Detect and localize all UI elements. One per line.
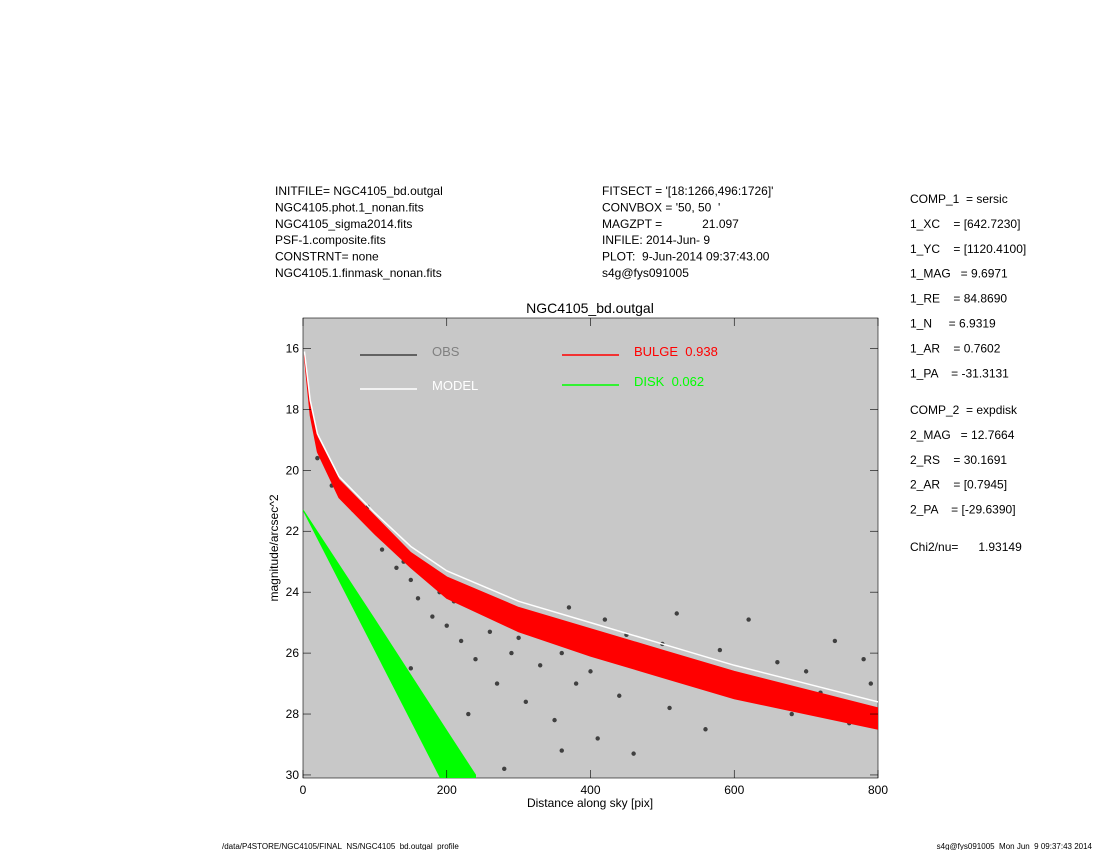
chi-square: Chi2/nu= 1.93149 [910, 540, 1022, 554]
obs-point [523, 699, 529, 705]
obs-point [832, 638, 838, 644]
header-line: CONSTRNT= none [275, 250, 379, 264]
fit-parameter: 1_AR = 0.7602 [910, 341, 1001, 355]
y-tick-label: 28 [286, 707, 300, 721]
obs-point [617, 693, 622, 698]
obs-point [861, 656, 866, 662]
obs-point [408, 577, 414, 583]
header-line: FITSECT = '[18:1266,496:1726]' [602, 184, 773, 198]
header-line: CONVBOX = '50, 50 ' [602, 200, 720, 214]
model-line [303, 351, 878, 703]
obs-point [444, 623, 449, 628]
x-tick-label: 600 [724, 783, 744, 797]
obs-point [458, 638, 464, 644]
obs-point [537, 663, 543, 668]
fit-parameter: 2_RS = 30.1691 [910, 453, 1007, 467]
obs-point [717, 647, 723, 653]
obs-point [466, 711, 471, 717]
y-tick-label: 16 [286, 341, 300, 355]
y-tick-label: 24 [286, 585, 300, 599]
plot-content [303, 351, 878, 778]
obs-point [559, 748, 564, 753]
obs-point [775, 660, 780, 665]
fit-parameter: COMP_1 = sersic [910, 192, 1008, 206]
y-tick-label: 22 [286, 524, 300, 538]
y-axis-label: magnitude/arcsec^2 [267, 494, 281, 601]
obs-point [559, 650, 564, 656]
x-tick-label: 0 [300, 783, 307, 797]
obs-point [573, 681, 579, 686]
obs-point [566, 605, 572, 610]
obs-point [516, 635, 521, 641]
header-line: MAGZPT = 21.097 [602, 217, 739, 231]
y-tick-label: 26 [286, 646, 300, 660]
model-band [303, 354, 878, 730]
obs-point [473, 656, 478, 662]
fit-parameter: 2_MAG = 12.7664 [910, 428, 1015, 442]
y-tick-label: 30 [286, 768, 300, 782]
header-line: NGC4105.phot.1_nonan.fits [275, 200, 424, 214]
fit-parameter: 2_AR = [0.7945] [910, 478, 1007, 492]
obs-point [789, 711, 794, 717]
x-tick-label: 200 [437, 783, 457, 797]
y-tick-label: 18 [286, 402, 300, 416]
model-band [303, 509, 476, 778]
fit-parameter: 1_MAG = 9.6971 [910, 267, 1008, 281]
legend-label: DISK 0.062 [634, 374, 704, 389]
obs-point [502, 766, 507, 772]
legend-label: OBS [432, 344, 460, 359]
fit-parameter: 1_XC = [642.7230] [910, 217, 1020, 231]
obs-point [408, 666, 414, 671]
legend-label: BULGE 0.938 [634, 344, 718, 359]
obs-point [746, 617, 751, 622]
obs-point [868, 681, 874, 686]
fit-parameter: 1_PA = -31.3131 [910, 366, 1009, 380]
obs-point [803, 669, 809, 674]
chart-title: NGC4105_bd.outgal [526, 300, 654, 316]
obs-point [667, 705, 672, 711]
obs-point [415, 596, 421, 601]
obs-point [631, 751, 636, 756]
fit-parameter: 2_PA = [-29.6390] [910, 503, 1016, 517]
y-tick-label: 20 [286, 463, 300, 477]
obs-point [379, 547, 385, 552]
obs-point [703, 727, 708, 732]
header-line: NGC4105.1.finmask_nonan.fits [275, 266, 442, 280]
obs-point [595, 736, 600, 741]
fit-parameter: 1_YC = [1120.4100] [910, 242, 1026, 256]
header-line: NGC4105_sigma2014.fits [275, 217, 412, 231]
obs-point [394, 565, 399, 571]
header-line: INITFILE= NGC4105_bd.outgal [275, 184, 443, 198]
footer-right: s4g@fys091005 Mon Jun 9 09:37:43 2014 [937, 842, 1093, 850]
obs-point [494, 681, 500, 686]
legend-label: MODEL [432, 378, 478, 393]
header-line: PLOT: 9-Jun-2014 09:37:43.00 [602, 250, 770, 264]
header-line: INFILE: 2014-Jun- 9 [602, 233, 710, 247]
obs-point [315, 455, 320, 461]
fit-parameter: 1_N = 6.9319 [910, 317, 996, 331]
x-tick-label: 800 [868, 783, 888, 797]
header-line: s4g@fys091005 [602, 266, 689, 280]
fit-parameter: 1_RE = 84.8690 [910, 292, 1007, 306]
fit-parameter: COMP_2 = expdisk [910, 403, 1018, 417]
x-axis-label: Distance along sky [pix] [527, 796, 653, 810]
header-line: PSF-1.composite.fits [275, 233, 386, 247]
obs-point [487, 629, 493, 634]
obs-point [602, 617, 608, 622]
obs-point [552, 717, 557, 723]
obs-point [509, 650, 514, 656]
obs-point [430, 614, 435, 619]
x-tick-label: 400 [580, 783, 600, 797]
obs-point [588, 669, 593, 674]
obs-point [674, 611, 679, 616]
footer-left: /data/P4STORE/NGC4105/FINAL_NS/NGC4105_b… [222, 842, 459, 850]
